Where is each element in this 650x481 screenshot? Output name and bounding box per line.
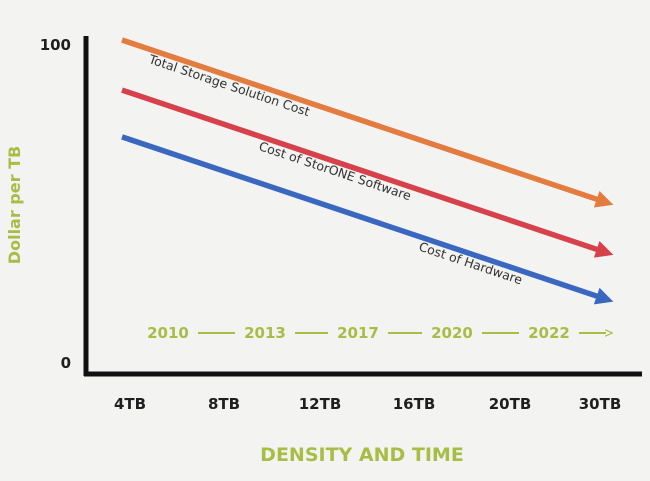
- x-tick-label: 4TB: [114, 395, 146, 413]
- series-line: [121, 87, 614, 258]
- x-tick-label: 30TB: [579, 395, 622, 413]
- x-tick-labels: 4TB 8TB 12TB 16TB 20TB 30TB: [114, 395, 621, 413]
- timeline-year: 2017: [337, 324, 379, 342]
- x-tick-label: 8TB: [208, 395, 240, 413]
- x-axis-label: DENSITY AND TIME: [260, 444, 464, 466]
- timeline: 2010 2013 2017 2020 2022: [147, 324, 606, 342]
- y-tick-100: 100: [40, 36, 71, 54]
- timeline-year: 2010: [147, 324, 189, 342]
- x-tick-label: 16TB: [393, 395, 436, 413]
- y-axis-label: Dollar per TB: [5, 146, 24, 264]
- x-tick-label: 12TB: [299, 395, 342, 413]
- series-line: [121, 37, 614, 208]
- timeline-year: 2022: [528, 324, 570, 342]
- timeline-year: 2013: [244, 324, 286, 342]
- series-label: Cost of StorONE Software: [257, 138, 413, 203]
- series-label: Cost of Hardware: [417, 239, 525, 288]
- x-tick-label: 20TB: [489, 395, 532, 413]
- series-line: [121, 134, 614, 305]
- y-tick-0: 0: [61, 354, 71, 372]
- timeline-year: 2020: [431, 324, 473, 342]
